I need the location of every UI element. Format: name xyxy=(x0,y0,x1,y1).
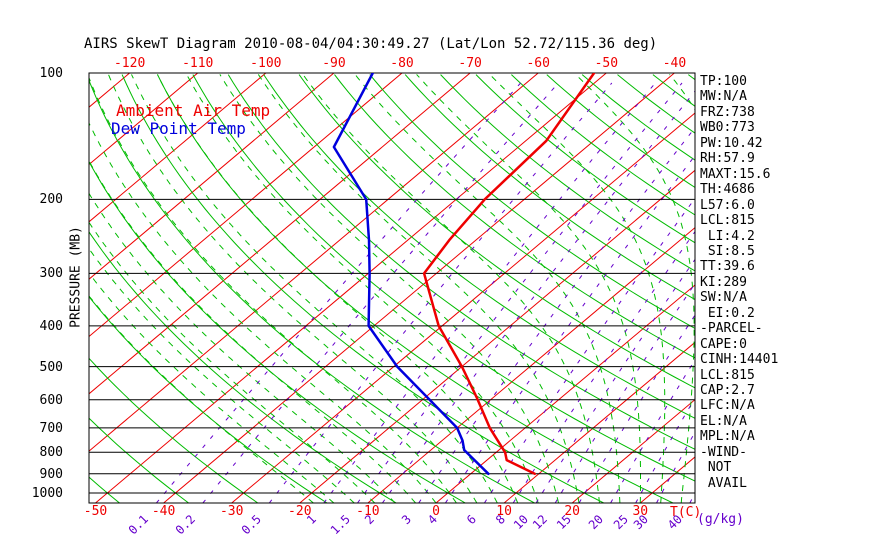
top-temp-tick-label: -120 xyxy=(113,56,146,71)
top-temp-tick-label: -50 xyxy=(594,56,619,71)
isotherms xyxy=(89,73,695,503)
plot-frame xyxy=(88,72,696,504)
stat-line: LFC:N/A xyxy=(700,398,755,414)
stat-line: LCL:815 xyxy=(700,213,755,229)
stat-line: FRZ:738 xyxy=(700,104,755,120)
bottom-temp-tick-label: -10 xyxy=(356,504,380,519)
stat-line: SW:N/A xyxy=(700,290,747,306)
dewpoint-curve xyxy=(332,73,490,476)
stat-line: RH:57.9 xyxy=(700,151,755,167)
stat-line: CAPE:0 xyxy=(700,336,747,352)
pressure-tick-label: 900 xyxy=(39,466,63,482)
pressure-tick-label: 700 xyxy=(39,420,63,436)
top-temp-tick-label: -80 xyxy=(390,56,414,71)
stat-line: LI:4.2 xyxy=(700,228,755,244)
stat-line: NOT xyxy=(700,460,732,476)
bottom-temp-tick-label: 30 xyxy=(632,504,649,519)
top-temp-tick-label: -70 xyxy=(458,56,482,71)
legend-ambient-air-temp: Ambient Air Temp xyxy=(116,101,271,120)
bottom-temp-tick-label: 0 xyxy=(432,504,440,519)
stat-line: MW:N/A xyxy=(700,89,747,105)
bottom-temp-tick-label: -20 xyxy=(288,504,312,519)
bottom-temp-tick-label: 20 xyxy=(564,504,581,519)
top-temp-tick-label: -110 xyxy=(182,56,214,71)
bottom-temp-tick-label: -40 xyxy=(151,504,176,519)
pressure-tick-label: 500 xyxy=(39,359,63,375)
stat-line: SI:8.5 xyxy=(700,243,755,259)
pressure-lines xyxy=(89,73,695,494)
pressure-tick-label: 1000 xyxy=(31,486,63,501)
top-temp-tick-label: -90 xyxy=(322,56,346,71)
moist-adiabats xyxy=(89,74,695,503)
stat-line: MPL:N/A xyxy=(700,429,755,445)
stat-line: EI:0.2 xyxy=(700,305,755,321)
stat-line: TP:100 xyxy=(700,74,747,89)
pressure-tick-label: 100 xyxy=(39,66,63,81)
temperature-curve xyxy=(422,73,596,476)
stat-line: -PARCEL- xyxy=(700,321,763,337)
dry-adiabats xyxy=(89,74,695,503)
top-temp-tick-label: -100 xyxy=(250,56,282,71)
stat-line: WB0:773 xyxy=(700,120,755,136)
stat-line: AVAIL xyxy=(700,475,747,491)
stat-line: CINH:14401 xyxy=(700,352,779,368)
pressure-tick-label: 400 xyxy=(39,318,63,334)
stat-line: TH:4686 xyxy=(700,182,755,198)
pressure-tick-label: 800 xyxy=(39,445,63,461)
pressure-tick-label: 600 xyxy=(39,392,63,408)
stat-line: CAP:2.7 xyxy=(700,383,755,398)
stat-line: LCL:815 xyxy=(700,367,755,383)
stat-line: -WIND- xyxy=(700,444,747,460)
stat-line: L57:6.0 xyxy=(700,197,755,213)
temperature-axis-label: T(C) xyxy=(670,505,702,520)
pressure-tick-label: 300 xyxy=(39,266,63,282)
top-temp-tick-label: -60 xyxy=(526,56,550,71)
bottom-temp-tick-label: -30 xyxy=(219,504,244,519)
stat-line: PW:10.42 xyxy=(700,135,763,151)
pressure-tick-label: 200 xyxy=(39,192,63,208)
stat-line: KI:289 xyxy=(700,274,747,290)
stat-line: TT:39.6 xyxy=(700,259,755,275)
top-temp-tick-label: -40 xyxy=(662,56,687,71)
stat-line: EL:N/A xyxy=(700,413,747,429)
mixing-ratio-axis-label: (g/kg) xyxy=(697,512,744,527)
bottom-temp-tick-label: 10 xyxy=(496,504,512,519)
legend-dew-point-temp: Dew Point Temp xyxy=(111,119,246,138)
mixing-ratio-lines xyxy=(156,82,695,503)
chart-title: AIRS SkewT Diagram 2010-08-04/04:30:49.2… xyxy=(84,36,658,52)
pressure-axis-label: PRESSURE (MB) xyxy=(68,226,84,328)
bottom-temp-tick-label: -50 xyxy=(83,504,108,519)
stat-line: MAXT:15.6 xyxy=(700,166,771,182)
